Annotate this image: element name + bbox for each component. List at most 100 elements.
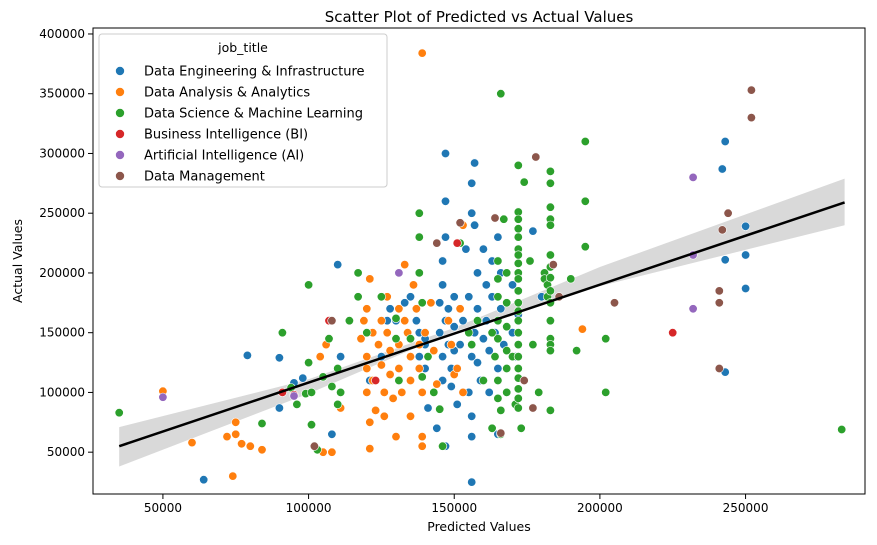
scatter-point: [327, 381, 337, 391]
scatter-point: [493, 232, 503, 242]
scatter-point: [519, 375, 529, 385]
legend-marker: [115, 108, 125, 118]
scatter-point: [487, 423, 497, 433]
y-tick-label: 250000: [39, 206, 85, 220]
scatter-point: [371, 375, 381, 385]
scatter-point: [449, 322, 459, 332]
scatter-point: [513, 258, 523, 268]
scatter-point: [601, 334, 611, 344]
scatter-point: [545, 250, 555, 260]
x-axis-label: Predicted Values: [427, 519, 531, 534]
scatter-point: [566, 274, 576, 284]
legend-label: Data Engineering & Infrastructure: [144, 65, 365, 80]
scatter-point: [519, 177, 529, 187]
scatter-point: [309, 441, 319, 451]
scatter-point: [362, 387, 372, 397]
confidence-band: [119, 178, 845, 467]
y-tick-label: 350000: [39, 87, 85, 101]
legend-marker: [115, 129, 125, 139]
scatter-point: [513, 384, 523, 394]
scatter-point: [438, 256, 448, 266]
scatter-point: [572, 346, 582, 356]
scatter-point: [391, 334, 401, 344]
scatter-point: [464, 292, 474, 302]
scatter-point: [467, 477, 477, 487]
scatter-point: [405, 352, 415, 362]
scatter-point: [513, 286, 523, 296]
scatter-point: [668, 328, 678, 338]
scatter-point: [231, 429, 241, 439]
scatter-point: [417, 387, 427, 397]
scatter-point: [237, 439, 247, 449]
scatter-point: [443, 304, 453, 314]
scatter-point: [481, 280, 491, 290]
legend-marker: [115, 171, 125, 181]
scatter-point: [487, 328, 497, 338]
scatter-point: [306, 387, 316, 397]
scatter-point: [496, 405, 506, 415]
scatter-point: [513, 352, 523, 362]
scatter-point: [414, 268, 424, 278]
scatter-point: [394, 363, 404, 373]
scatter-point: [714, 363, 724, 373]
scatter-point: [601, 387, 611, 397]
scatter-point: [545, 202, 555, 212]
scatter-point: [493, 292, 503, 302]
scatter-point: [580, 196, 590, 206]
scatter-point: [423, 352, 433, 362]
scatter-point: [333, 260, 343, 270]
plot-frame: [92, 27, 866, 495]
scatter-point: [714, 298, 724, 308]
scatter-point: [438, 352, 448, 362]
y-tick-label: 50000: [47, 445, 85, 459]
x-tick-label: 50000: [144, 501, 182, 515]
scatter-point: [298, 373, 308, 383]
scatter-point: [502, 322, 512, 332]
scatter-point: [327, 316, 337, 326]
scatter-point: [490, 213, 500, 223]
scatter-point: [720, 255, 730, 265]
scatter-point: [362, 328, 372, 338]
scatter-point: [472, 304, 482, 314]
scatter-point: [455, 340, 465, 350]
scatter-point: [720, 137, 730, 147]
y-tick-label: 300000: [39, 146, 85, 160]
scatter-point: [513, 316, 523, 326]
scatter-point: [741, 221, 751, 231]
scatter-point: [327, 447, 337, 457]
scatter-point: [545, 166, 555, 176]
scatter-point: [432, 238, 442, 248]
x-tick-label: 250000: [723, 501, 769, 515]
scatter-point: [306, 420, 316, 430]
scatter-point: [304, 280, 314, 290]
legend-box: [98, 33, 388, 188]
scatter-point: [513, 274, 523, 284]
scatter-point: [435, 328, 445, 338]
scatter-point: [545, 220, 555, 230]
scatter-point: [472, 268, 482, 278]
legend-label: Data Analysis & Analytics: [144, 86, 310, 101]
scatter-point: [397, 387, 407, 397]
scatter-point: [458, 387, 468, 397]
scatter-point: [324, 334, 334, 344]
scatter-point: [435, 404, 445, 414]
scatter-point: [432, 379, 442, 389]
scatter-point: [417, 432, 427, 442]
scatter-point: [327, 429, 337, 439]
scatter-point: [531, 152, 541, 162]
scatter-point: [478, 375, 488, 385]
scatter-point: [274, 353, 284, 363]
x-tick-label: 200000: [577, 501, 623, 515]
scatter-point: [359, 316, 369, 326]
scatter-point: [277, 328, 287, 338]
scatter-point: [365, 417, 375, 427]
scatter-point: [502, 346, 512, 356]
scatter-point: [405, 292, 415, 302]
scatter-point: [513, 250, 523, 260]
scatter-point: [493, 256, 503, 266]
scatter-point: [373, 340, 383, 350]
scatter-point: [545, 316, 555, 326]
scatter-point: [292, 399, 302, 409]
scatter-point: [577, 324, 587, 334]
points-layer: [114, 48, 847, 487]
